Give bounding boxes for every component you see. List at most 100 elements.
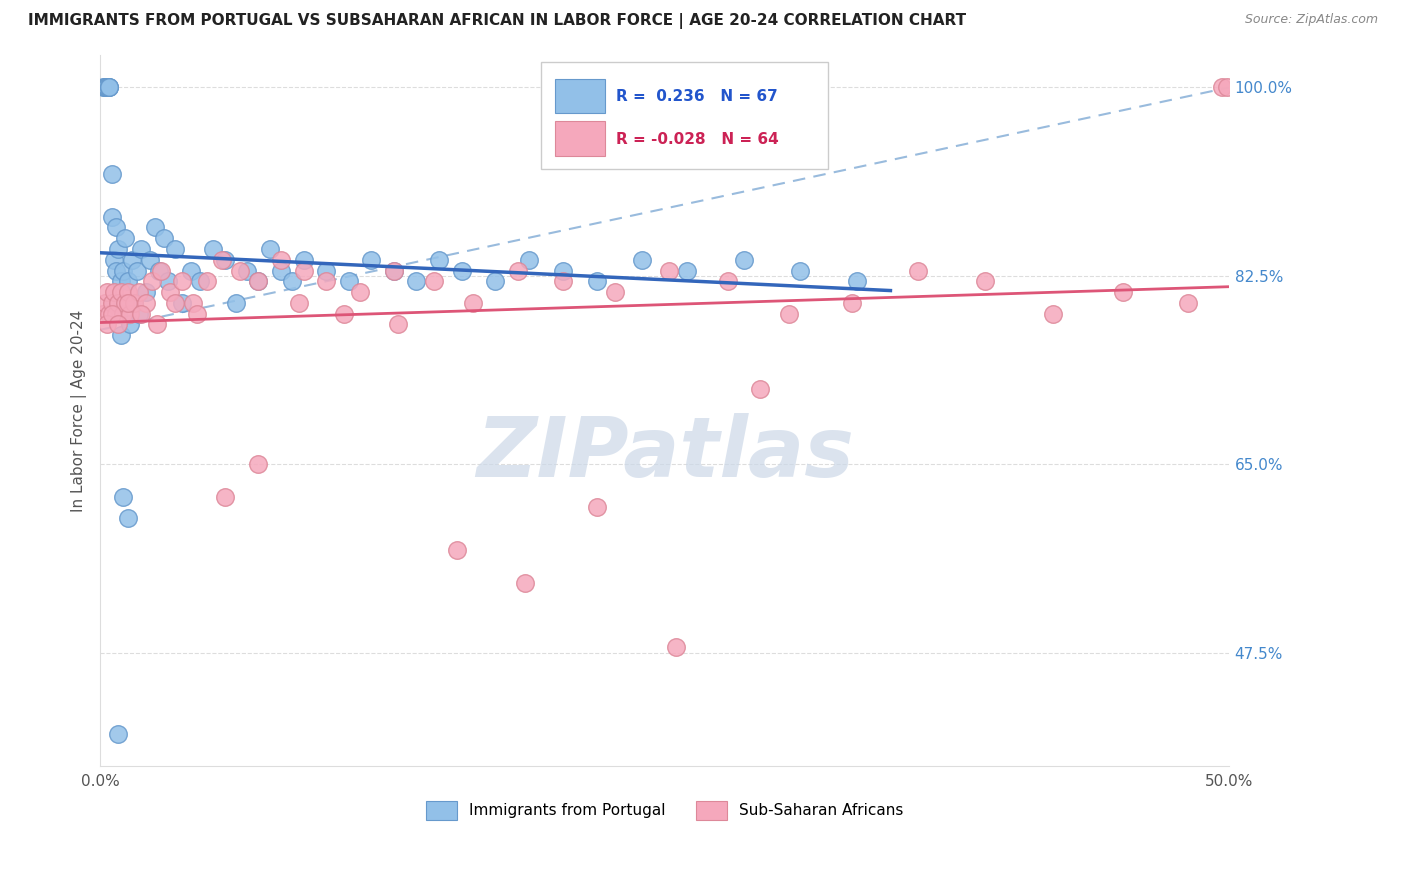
Point	[91, 80, 114, 95]
Point	[1042, 307, 1064, 321]
Point	[139, 252, 162, 267]
Point	[337, 274, 360, 288]
Point	[146, 318, 169, 332]
Point	[288, 295, 311, 310]
Text: ZIPatlas: ZIPatlas	[475, 413, 853, 493]
Point	[315, 274, 337, 288]
Point	[382, 263, 405, 277]
Point	[170, 274, 193, 288]
Point	[100, 167, 122, 181]
Point	[974, 274, 997, 288]
Text: IMMIGRANTS FROM PORTUGAL VS SUBSAHARAN AFRICAN IN LABOR FORCE | AGE 20-24 CORREL: IMMIGRANTS FROM PORTUGAL VS SUBSAHARAN A…	[28, 13, 966, 29]
Point	[586, 274, 609, 288]
Point	[1112, 285, 1135, 299]
Point	[110, 274, 132, 288]
Point	[128, 285, 150, 299]
Point	[211, 252, 233, 267]
Point	[96, 80, 118, 95]
Point	[225, 295, 247, 310]
Point	[94, 80, 117, 95]
Point	[181, 295, 204, 310]
Point	[118, 318, 141, 332]
Point	[292, 252, 315, 267]
Point	[292, 263, 315, 277]
Point	[658, 263, 681, 277]
Point	[103, 295, 125, 310]
Point	[150, 263, 173, 277]
Point	[94, 295, 117, 310]
Point	[513, 575, 536, 590]
Point	[111, 490, 134, 504]
Point	[214, 490, 236, 504]
Point	[1216, 80, 1239, 95]
Point	[98, 307, 121, 321]
Point	[111, 295, 134, 310]
Point	[117, 295, 139, 310]
Point	[124, 295, 146, 310]
Point	[907, 263, 929, 277]
Point	[118, 307, 141, 321]
Point	[141, 274, 163, 288]
Point	[631, 252, 654, 267]
Point	[98, 80, 121, 95]
Point	[360, 252, 382, 267]
Point	[202, 242, 225, 256]
Point	[135, 295, 157, 310]
Point	[103, 252, 125, 267]
Point	[484, 274, 506, 288]
Point	[180, 263, 202, 277]
Point	[152, 231, 174, 245]
Point	[100, 307, 122, 321]
Point	[105, 220, 128, 235]
Point	[96, 285, 118, 299]
Point	[100, 295, 122, 310]
Point	[247, 458, 270, 472]
Point	[748, 382, 770, 396]
Point	[423, 274, 446, 288]
Legend: Immigrants from Portugal, Sub-Saharan Africans: Immigrants from Portugal, Sub-Saharan Af…	[420, 795, 910, 826]
Point	[1211, 80, 1233, 95]
Point	[107, 318, 129, 332]
Point	[143, 220, 166, 235]
Point	[107, 726, 129, 740]
Point	[506, 263, 529, 277]
Text: R = -0.028   N = 64: R = -0.028 N = 64	[616, 131, 779, 146]
Point	[665, 640, 688, 655]
Point	[103, 285, 125, 299]
FancyBboxPatch shape	[555, 121, 605, 156]
Point	[124, 295, 146, 310]
Point	[107, 242, 129, 256]
Point	[100, 210, 122, 224]
Point	[676, 263, 699, 277]
Point	[603, 285, 626, 299]
Point	[129, 242, 152, 256]
Point	[717, 274, 740, 288]
Point	[247, 274, 270, 288]
Point	[114, 231, 136, 245]
Point	[98, 80, 121, 95]
Point	[586, 500, 609, 515]
Point	[733, 252, 755, 267]
Point	[349, 285, 371, 299]
Point	[450, 263, 472, 277]
Point	[159, 285, 181, 299]
Point	[186, 307, 208, 321]
Point	[163, 295, 186, 310]
Point	[553, 263, 575, 277]
Point	[446, 543, 468, 558]
Point	[387, 318, 409, 332]
FancyBboxPatch shape	[555, 78, 605, 113]
Point	[105, 263, 128, 277]
Point	[110, 285, 132, 299]
Point	[247, 274, 270, 288]
Point	[114, 295, 136, 310]
Point	[270, 252, 292, 267]
Point	[333, 307, 356, 321]
Point	[117, 285, 139, 299]
Point	[96, 80, 118, 95]
Point	[427, 252, 450, 267]
Point	[96, 80, 118, 95]
Point	[845, 274, 868, 288]
Point	[281, 274, 304, 288]
Point	[96, 318, 118, 332]
